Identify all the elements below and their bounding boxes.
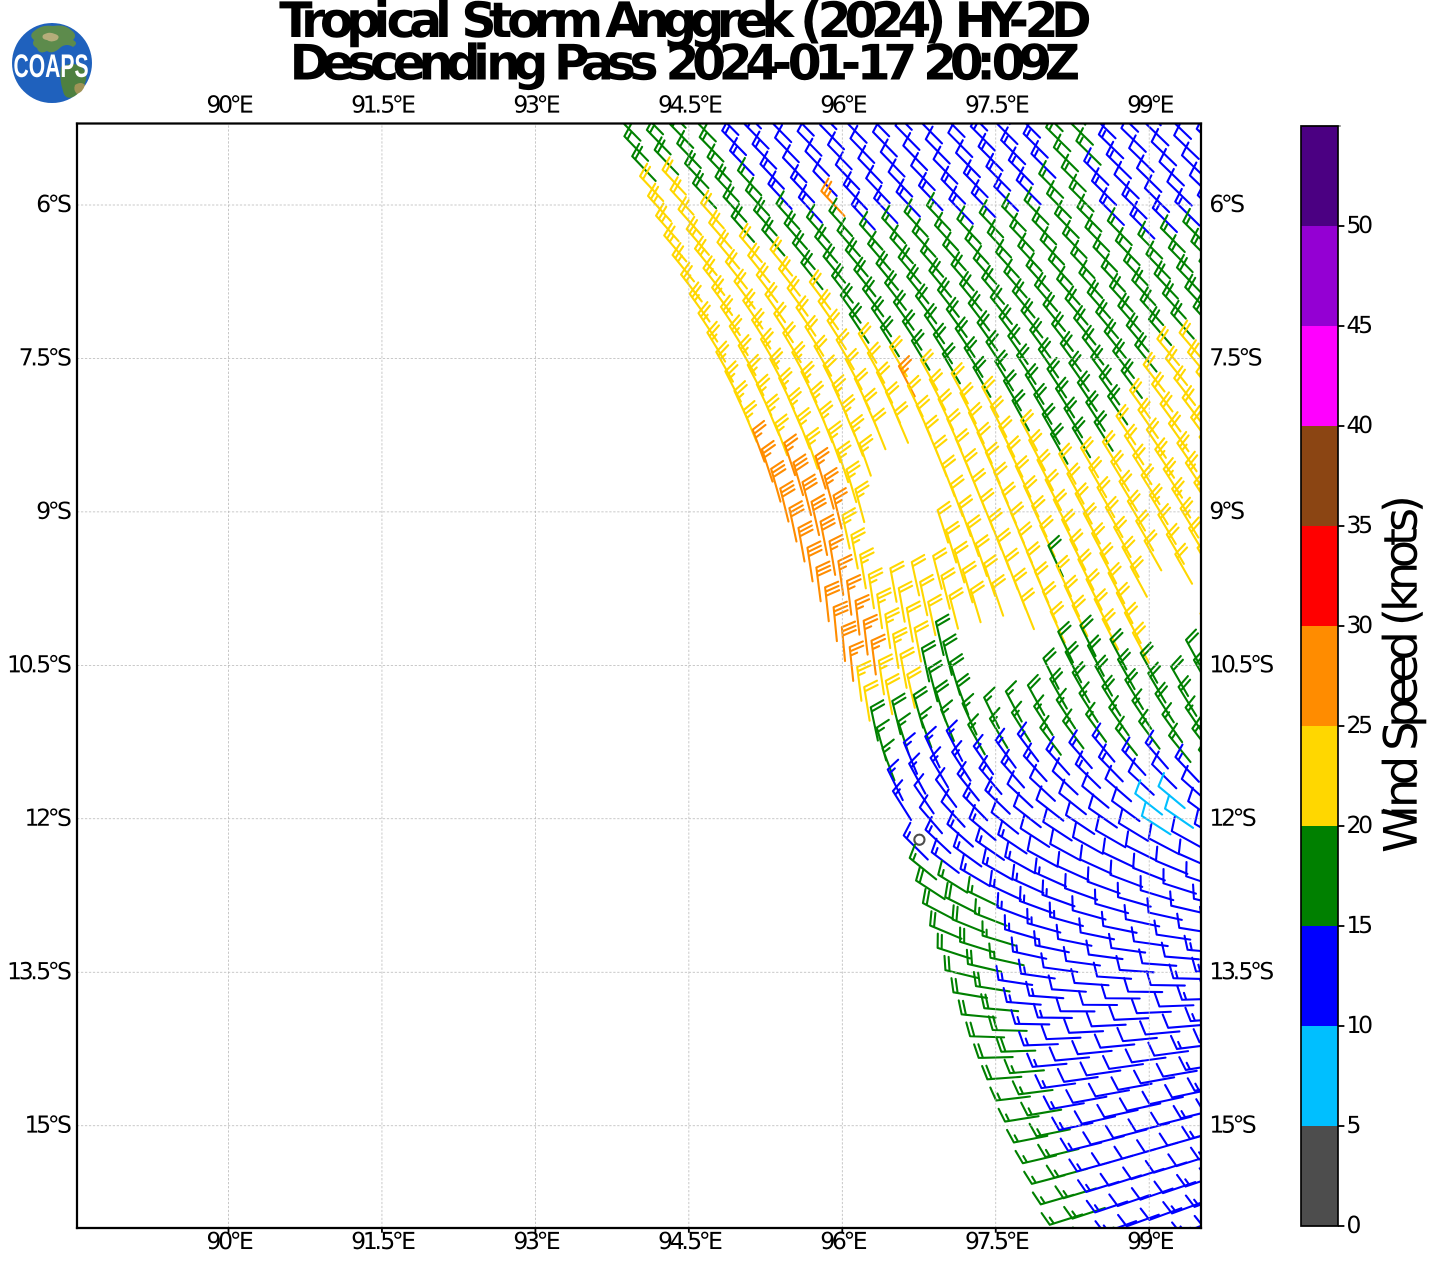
svg-text:COAPS: COAPS — [13, 47, 88, 84]
